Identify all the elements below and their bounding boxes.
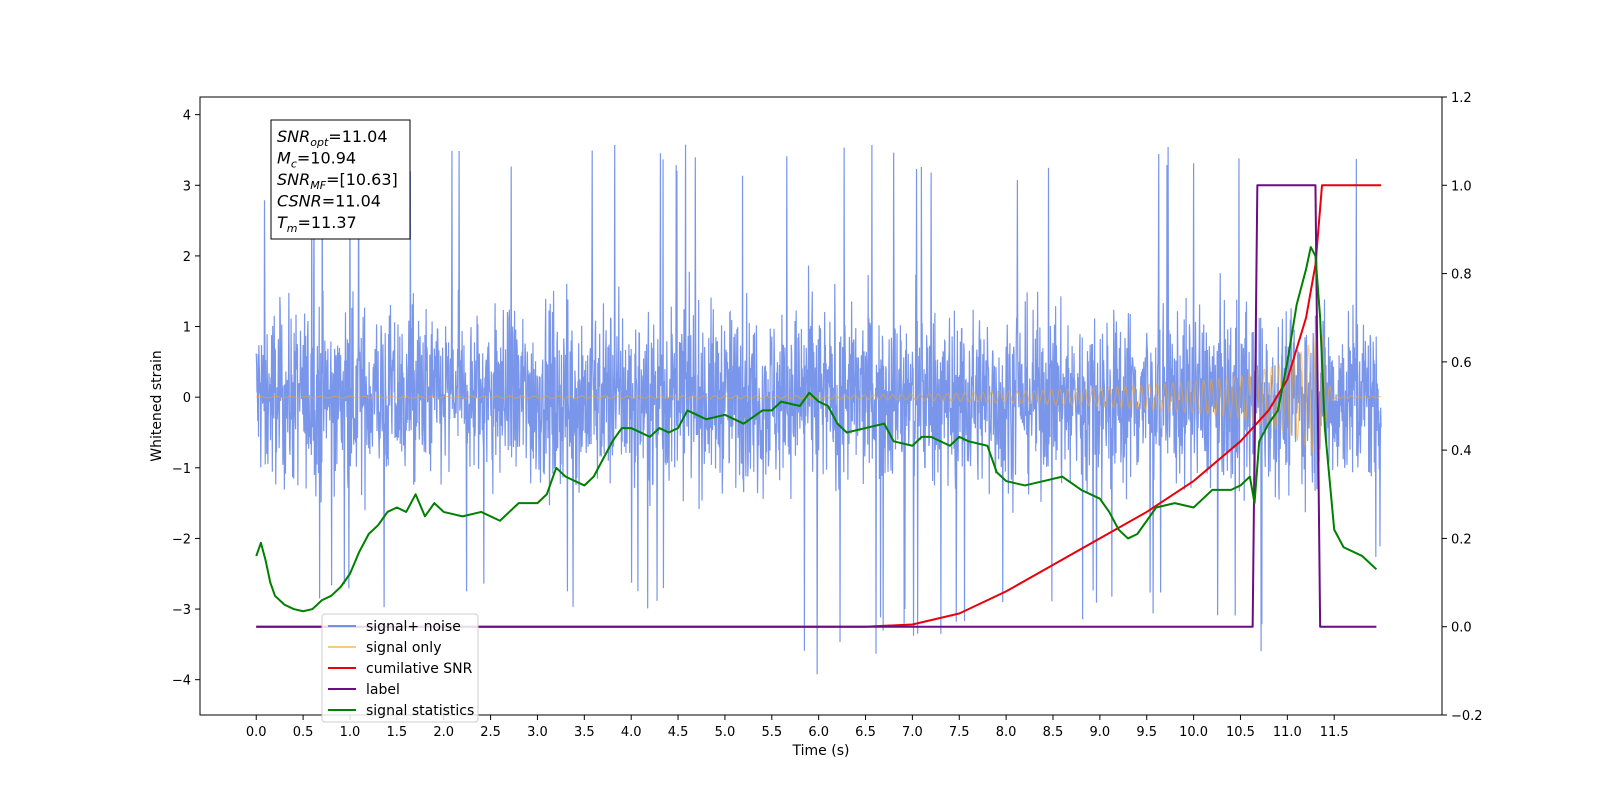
annotation-symbol: SNR [277,127,310,146]
x-tick-label: 5.0 [715,725,736,740]
x-tick-label: 8.5 [1043,725,1064,740]
annotation-value: =[10.63] [326,170,398,189]
x-tick-label: 6.5 [855,725,876,740]
annotation-frame [270,119,411,240]
y-axis-label: Whitened strain [149,350,165,461]
annotation-value: =11.37 [298,213,357,232]
y-tick-label: −2 [172,532,191,547]
annotation-line: SNRopt=11.04 [277,127,388,149]
y2-tick-label: −0.2 [1451,709,1483,724]
annotation-subscript: MF [310,179,326,192]
legend-label: signal statistics [366,703,474,719]
x-tick-label: 6.0 [808,725,829,740]
x-axis-label: Time (s) [792,743,850,759]
annotation-value: =11.04 [328,127,387,146]
x-tick-label: 9.0 [1090,725,1111,740]
x-tick-label: 11.5 [1320,725,1349,740]
x-tick-label: 11.0 [1273,725,1302,740]
x-tick-label: 7.0 [902,725,923,740]
y2-tick-label: 1.2 [1451,91,1472,106]
x-tick-label: 3.5 [574,725,595,740]
annotation-value: =10.94 [297,149,356,168]
annotation-subscript: opt [310,136,329,149]
x-tick-label: 0.0 [246,725,267,740]
annotation-symbol: CSNR [277,192,322,211]
x-tick-label: 1.0 [340,725,361,740]
legend-label: label [366,682,400,698]
annotation-symbol: T [277,213,288,232]
x-tick-label: 5.5 [761,725,782,740]
y-tick-label: 3 [183,179,191,194]
annotation-line: Mc=10.94 [277,149,356,171]
legend-label: signal+ noise [366,619,461,635]
y-tick-label: 4 [183,109,191,124]
plot-area [255,144,1382,675]
annotation-line: SNRMF=[10.63] [277,170,398,192]
series-signal-noise-line [255,144,1382,675]
annotation-subscript: m [287,222,298,235]
x-tick-label: 4.0 [621,725,642,740]
series-label-line [256,184,1377,628]
y2-tick-label: 0.2 [1451,532,1472,547]
series-signal-statistics-line [255,246,1378,613]
x-tick-label: 10.0 [1179,725,1208,740]
y-tick-label: −1 [172,462,191,477]
x-tick-label: 7.5 [949,725,970,740]
annotation-box: SNRopt=11.04Mc=10.94SNRMF=[10.63]CSNR=11… [270,119,411,240]
annotation-symbol: SNR [277,170,310,189]
plot-frame [199,96,1443,716]
annotation-line: CSNR=11.04 [277,192,381,211]
x-tick-label: 10.5 [1226,725,1255,740]
series-signal-only-line [256,334,1382,463]
y2-tick-label: 0.6 [1451,356,1472,371]
annotation-lines: SNRopt=11.04Mc=10.94SNRMF=[10.63]CSNR=11… [277,127,398,235]
legend-label: signal only [366,640,441,656]
annotation-value: =11.04 [322,192,381,211]
annotation-subscript: c [291,158,297,171]
annotation-symbol: M [277,149,291,168]
y-tick-label: 1 [183,321,191,336]
annotation-line: Tm=11.37 [277,213,357,235]
x-tick-label: 9.5 [1136,725,1157,740]
x-tick-label: 2.0 [433,725,454,740]
y-tick-label: 0 [183,391,191,406]
x-tick-label: 0.5 [293,725,314,740]
x-tick-label: 4.5 [668,725,689,740]
x-tick-label: 1.5 [387,725,408,740]
x-tick-label: 2.5 [480,725,501,740]
x-tick-label: 8.0 [996,725,1017,740]
y2-tick-label: 0.4 [1451,444,1472,459]
y-tick-label: 2 [183,250,191,265]
legend-entries: signal+ noise signal only cumilative SNR la… [328,619,474,719]
y-tick-label: −4 [172,674,191,689]
y-tick-label: −3 [172,603,191,618]
y2-tick-label: 0.8 [1451,268,1472,283]
axes: 0.0 0.5 1.0 1.5 2.0 2.5 3.0 3.5 4.0 4.5 5.0 5.5 6.0 6… [172,91,1483,740]
x-tick-label: 3.0 [527,725,548,740]
y2-tick-label: 1.0 [1451,179,1472,194]
legend: signal+ noise signal only cumilative SNR la… [321,613,479,723]
y2-tick-label: 0.0 [1451,621,1472,636]
legend-frame [321,613,479,723]
legend-label: cumilative SNR [366,661,473,677]
